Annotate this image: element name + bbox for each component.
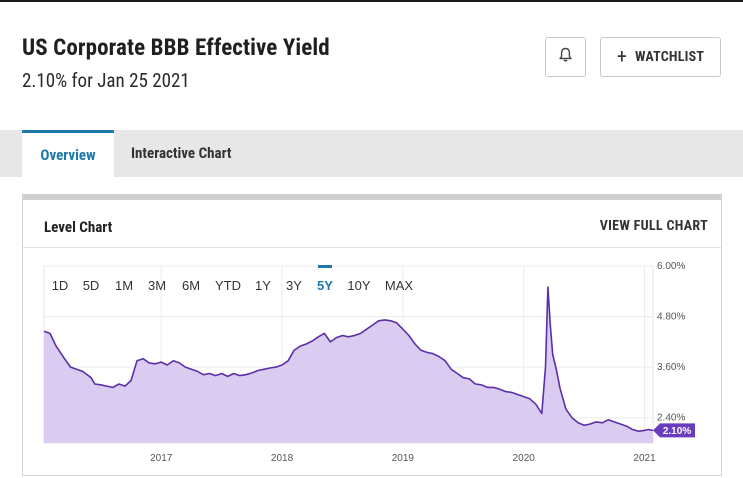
y-tick-label: 4.80%: [657, 312, 685, 323]
alert-button[interactable]: [545, 37, 586, 77]
range-button-1m[interactable]: 1M: [115, 278, 133, 293]
range-button-max[interactable]: MAX: [385, 278, 414, 293]
watchlist-label: WATCHLIST: [635, 49, 705, 65]
y-tick-label: 6.00%: [657, 261, 685, 272]
range-selected-indicator: [318, 265, 332, 268]
last-value-label: 2.10%: [663, 426, 691, 437]
top-border-line: [0, 0, 743, 2]
add-to-watchlist-button[interactable]: + WATCHLIST: [600, 37, 721, 77]
x-tick-label: 2021: [633, 453, 656, 464]
page-title: US Corporate BBB Effective Yield: [22, 34, 330, 61]
range-button-3m[interactable]: 3M: [148, 278, 166, 293]
y-tick-label: 2.40%: [657, 413, 685, 424]
range-button-3y[interactable]: 3Y: [286, 278, 302, 293]
x-tick-label: 2018: [271, 453, 294, 464]
view-full-chart-link[interactable]: VIEW FULL CHART: [599, 218, 708, 234]
range-button-1d[interactable]: 1D: [52, 278, 69, 293]
x-tick-label: 2020: [513, 453, 536, 464]
range-button-1y[interactable]: 1Y: [255, 278, 271, 293]
range-button-5d[interactable]: 5D: [83, 278, 100, 293]
last-value-badge: [653, 423, 695, 438]
y-tick-label: 3.60%: [657, 362, 685, 373]
series-line: [43, 286, 654, 432]
x-tick-label: 2019: [392, 453, 415, 464]
range-button-5y[interactable]: 5Y: [317, 278, 333, 293]
x-tick-label: 2017: [150, 453, 173, 464]
tab-overview[interactable]: Overview: [22, 130, 114, 177]
series-area: [44, 287, 653, 443]
plus-icon: +: [616, 44, 627, 68]
range-button-ytd[interactable]: YTD: [215, 278, 241, 293]
tab-bar: Overview Interactive Chart: [0, 130, 743, 177]
card-title: Level Chart: [44, 218, 113, 236]
range-button-6m[interactable]: 6M: [182, 278, 200, 293]
card-divider: [23, 247, 721, 248]
tab-interactive-chart[interactable]: Interactive Chart: [131, 144, 232, 162]
bell-icon: [558, 47, 573, 67]
page-subtitle: 2.10% for Jan 25 2021: [22, 69, 190, 92]
range-button-10y[interactable]: 10Y: [347, 278, 370, 293]
